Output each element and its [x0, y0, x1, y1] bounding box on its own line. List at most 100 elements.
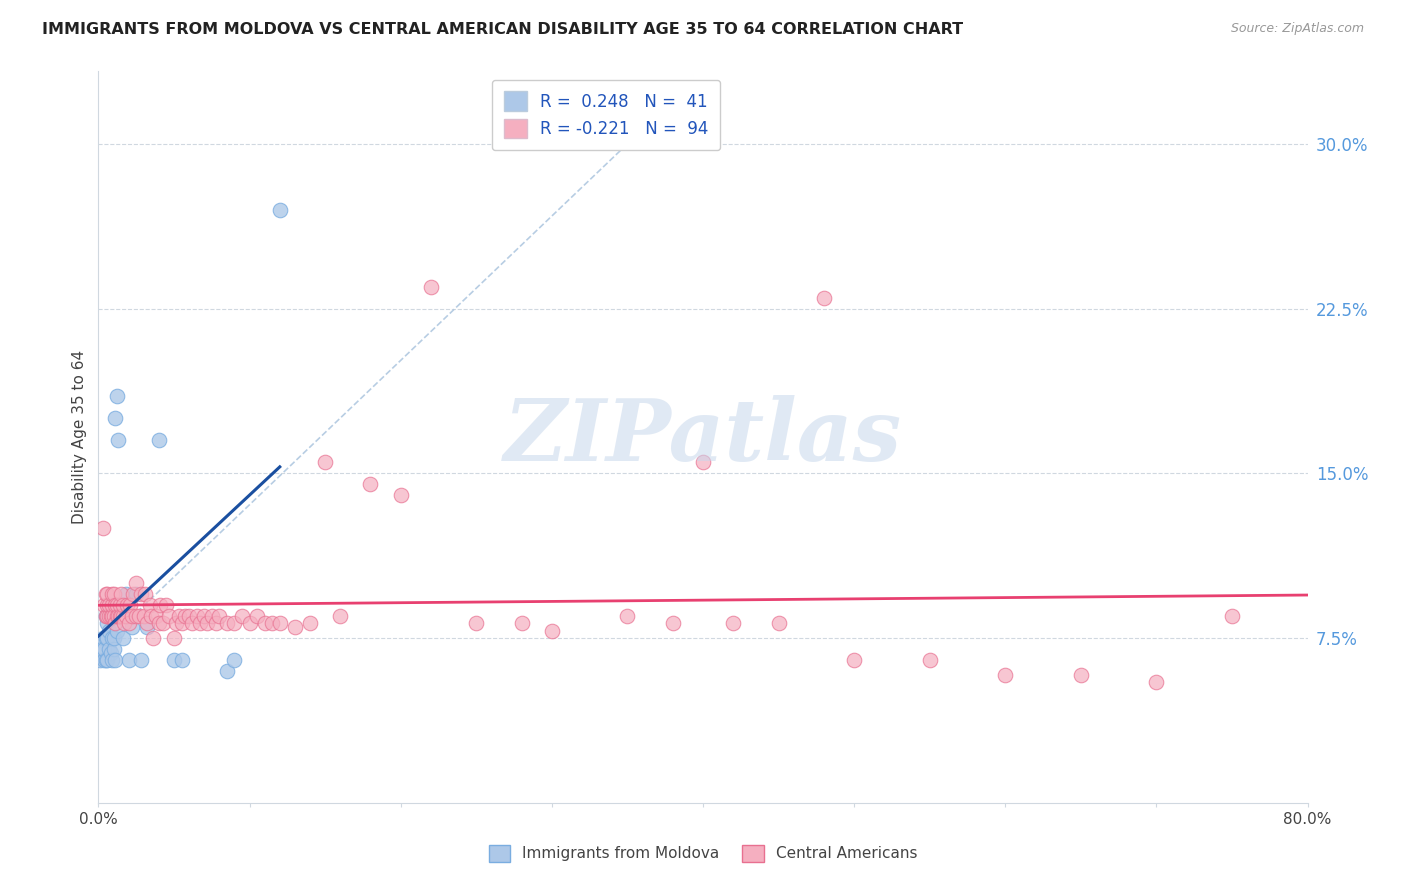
Point — [107, 609, 129, 624]
Point — [105, 598, 128, 612]
Point — [101, 631, 124, 645]
Point — [540, 624, 562, 639]
Text: ZIPatlas: ZIPatlas — [503, 395, 903, 479]
Point — [104, 615, 127, 630]
Point — [159, 609, 181, 624]
Point — [813, 291, 835, 305]
Point — [141, 609, 163, 624]
Point — [360, 477, 382, 491]
Point — [103, 587, 125, 601]
Point — [135, 615, 157, 630]
Point — [135, 620, 157, 634]
Point — [96, 653, 118, 667]
Point — [215, 615, 238, 630]
Point — [314, 455, 336, 469]
Point — [101, 609, 124, 624]
Point — [96, 587, 118, 601]
Point — [98, 642, 121, 657]
Point — [118, 653, 141, 667]
Point — [120, 598, 142, 612]
Point — [205, 615, 228, 630]
Point — [101, 598, 124, 612]
Point — [844, 653, 866, 667]
Y-axis label: Disability Age 35 to 64: Disability Age 35 to 64 — [72, 350, 87, 524]
Point — [96, 598, 118, 612]
Point — [1070, 668, 1092, 682]
Point — [114, 609, 136, 624]
Point — [616, 609, 638, 624]
Point — [93, 642, 115, 657]
Point — [329, 609, 352, 624]
Point — [101, 609, 124, 624]
Point — [186, 609, 208, 624]
Point — [239, 615, 262, 630]
Point — [96, 631, 118, 645]
Point — [193, 609, 215, 624]
Point — [108, 598, 131, 612]
Point — [155, 598, 177, 612]
Point — [105, 609, 128, 624]
Point — [179, 609, 201, 624]
Point — [110, 609, 132, 624]
Point — [111, 609, 134, 624]
Point — [661, 615, 683, 630]
Point — [100, 598, 122, 612]
Point — [134, 587, 156, 601]
Point — [90, 642, 112, 657]
Point — [246, 609, 269, 624]
Point — [768, 615, 790, 630]
Point — [139, 598, 162, 612]
Point — [94, 609, 117, 624]
Point — [125, 576, 148, 591]
Point — [129, 653, 152, 667]
Point — [94, 653, 117, 667]
Point — [170, 653, 193, 667]
Point — [148, 434, 170, 448]
Point — [114, 587, 136, 601]
Point — [208, 609, 231, 624]
Point — [165, 615, 187, 630]
Point — [188, 615, 211, 630]
Point — [104, 653, 127, 667]
Point — [125, 609, 148, 624]
Point — [100, 647, 122, 661]
Point — [215, 664, 238, 678]
Point — [98, 624, 121, 639]
Point — [224, 615, 246, 630]
Point — [93, 598, 115, 612]
Point — [105, 389, 128, 403]
Point — [104, 598, 127, 612]
Point — [110, 609, 132, 624]
Point — [93, 653, 115, 667]
Point — [918, 653, 941, 667]
Point — [98, 609, 121, 624]
Point — [1144, 675, 1167, 690]
Point — [107, 434, 129, 448]
Point — [121, 609, 143, 624]
Point — [94, 609, 117, 624]
Point — [167, 609, 190, 624]
Point — [195, 615, 218, 630]
Point — [149, 598, 172, 612]
Point — [152, 615, 174, 630]
Point — [125, 587, 148, 601]
Point — [98, 609, 121, 624]
Point — [103, 642, 125, 657]
Point — [262, 615, 284, 630]
Point — [91, 521, 114, 535]
Point — [111, 631, 134, 645]
Point — [173, 609, 195, 624]
Point — [118, 615, 141, 630]
Point — [994, 668, 1017, 682]
Point — [420, 279, 443, 293]
Point — [163, 631, 186, 645]
Point — [465, 615, 488, 630]
Point — [128, 609, 150, 624]
Point — [96, 609, 118, 624]
Point — [181, 615, 204, 630]
Point — [231, 609, 253, 624]
Point — [121, 620, 143, 634]
Point — [122, 587, 145, 601]
Point — [101, 587, 124, 601]
Legend: Immigrants from Moldova, Central Americans: Immigrants from Moldova, Central America… — [482, 838, 924, 868]
